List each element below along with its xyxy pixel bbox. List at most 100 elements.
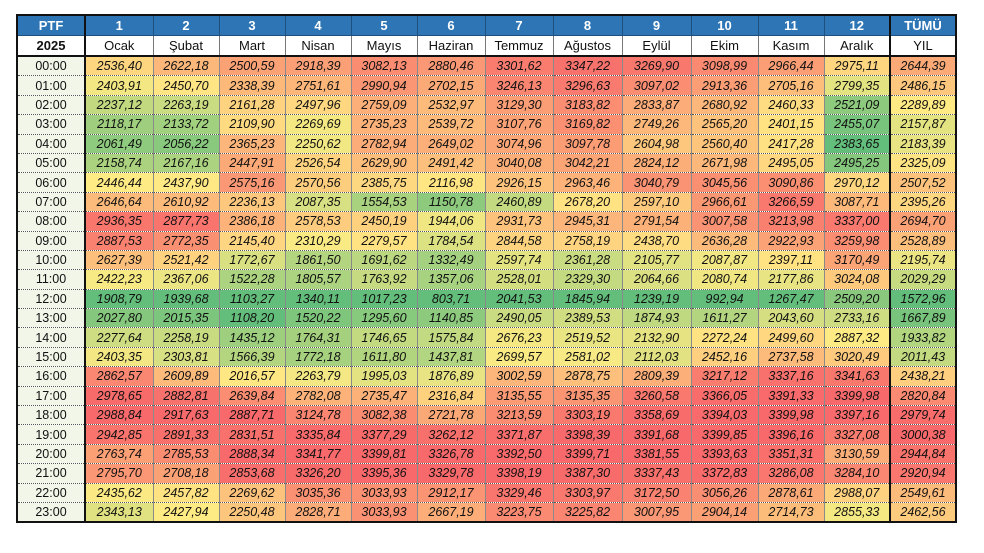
month-number-header: 7 bbox=[484, 14, 554, 36]
price-cell: 3396,16 bbox=[757, 424, 824, 445]
hour-label: 11:00 bbox=[16, 269, 86, 290]
price-cell: 2629,90 bbox=[350, 153, 417, 174]
price-cell: 2877,73 bbox=[152, 211, 219, 232]
price-cell: 2016,57 bbox=[218, 366, 285, 387]
month-name-header: Aralık bbox=[823, 35, 891, 57]
price-cell: 803,71 bbox=[416, 289, 485, 310]
table-row: 13:00 2027,80 2015,35 1108,20 1520,22 1295,60… bbox=[16, 308, 956, 329]
price-cell: 2990,94 bbox=[350, 75, 417, 96]
price-cell: 2735,47 bbox=[350, 386, 417, 407]
year-total-cell: 2920,94 bbox=[889, 463, 956, 484]
price-cell: 3337,16 bbox=[757, 366, 824, 387]
price-cell: 3347,22 bbox=[552, 56, 622, 77]
year-total-cell: 2979,74 bbox=[889, 405, 956, 426]
price-cell: 2403,91 bbox=[84, 75, 153, 96]
table-row: 14:00 2277,64 2258,19 1435,12 1764,31 1746,65… bbox=[16, 327, 956, 348]
price-cell: 2417,28 bbox=[757, 134, 824, 154]
price-cell: 2578,53 bbox=[284, 211, 351, 232]
price-cell: 3042,21 bbox=[552, 153, 622, 174]
price-cell: 2926,15 bbox=[484, 172, 553, 193]
month-number-header: 5 bbox=[350, 14, 418, 36]
price-cell: 2112,03 bbox=[621, 347, 691, 368]
price-cell: 2888,34 bbox=[218, 444, 285, 465]
year-total-cell: 2486,15 bbox=[889, 75, 956, 96]
table-row: 20:00 2763,74 2785,53 2888,34 3341,77 3399,81… bbox=[16, 444, 956, 465]
price-cell: 3090,86 bbox=[757, 172, 824, 193]
price-cell: 2497,96 bbox=[284, 95, 351, 116]
price-cell: 3040,79 bbox=[621, 172, 691, 193]
hour-label: 21:00 bbox=[16, 463, 86, 484]
hour-label: 14:00 bbox=[16, 327, 86, 348]
table-row: 09:00 2887,53 2772,35 2145,40 2310,29 2279,57… bbox=[16, 231, 956, 251]
price-cell: 2263,19 bbox=[152, 95, 219, 116]
table-row: 23:00 2343,13 2427,94 2250,48 2828,71 3033,93… bbox=[16, 502, 956, 523]
price-cell: 2056,22 bbox=[152, 134, 219, 154]
price-cell: 2966,44 bbox=[757, 56, 824, 77]
price-cell: 2782,94 bbox=[350, 134, 417, 154]
price-cell: 2912,17 bbox=[416, 483, 485, 503]
price-cell: 2460,33 bbox=[757, 95, 824, 116]
price-cell: 2622,18 bbox=[152, 56, 219, 77]
price-cell: 1874,93 bbox=[621, 308, 691, 329]
table-row: 00:00 2536,40 2622,18 2500,59 2918,39 3082,13… bbox=[16, 56, 956, 77]
price-cell: 3269,90 bbox=[621, 56, 691, 77]
price-cell: 1332,49 bbox=[416, 250, 485, 271]
price-cell: 3266,59 bbox=[757, 192, 824, 213]
price-cell: 2721,78 bbox=[416, 405, 485, 426]
price-cell: 3393,63 bbox=[690, 444, 758, 465]
price-cell: 3007,95 bbox=[621, 502, 691, 523]
table-row: 08:00 2936,35 2877,73 2386,18 2578,53 2450,19… bbox=[16, 211, 956, 232]
month-number-header: 3 bbox=[218, 14, 286, 36]
month-number-header: 6 bbox=[416, 14, 486, 36]
price-cell: 3217,12 bbox=[690, 366, 758, 387]
price-cell: 1357,06 bbox=[416, 269, 485, 290]
month-name-header: Haziran bbox=[416, 35, 485, 57]
table-row: 04:00 2061,49 2056,22 2365,23 2250,62 2782,94… bbox=[16, 134, 956, 154]
price-cell: 2887,53 bbox=[84, 231, 153, 251]
price-cell: 2649,02 bbox=[416, 134, 485, 154]
price-cell: 3391,33 bbox=[757, 386, 824, 407]
hour-label: 17:00 bbox=[16, 386, 86, 407]
price-cell: 3399,98 bbox=[757, 405, 824, 426]
hour-label: 01:00 bbox=[16, 75, 86, 96]
hour-label: 10:00 bbox=[16, 250, 86, 271]
price-cell: 3326,78 bbox=[416, 444, 485, 465]
price-cell: 1340,11 bbox=[284, 289, 351, 310]
price-cell: 2383,65 bbox=[823, 134, 891, 154]
price-cell: 3399,85 bbox=[690, 424, 758, 445]
price-cell: 1772,67 bbox=[218, 250, 285, 271]
price-cell: 3033,93 bbox=[350, 483, 417, 503]
price-cell: 2831,51 bbox=[218, 424, 285, 445]
price-cell: 2386,18 bbox=[218, 211, 285, 232]
month-number-header: 8 bbox=[552, 14, 623, 36]
price-cell: 2277,64 bbox=[84, 327, 153, 348]
price-cell: 1861,50 bbox=[284, 250, 351, 271]
price-cell: 2917,63 bbox=[152, 405, 219, 426]
price-cell: 2365,23 bbox=[218, 134, 285, 154]
price-cell: 3130,59 bbox=[823, 444, 891, 465]
year-total-cell: 2549,61 bbox=[889, 483, 956, 503]
total-header: TÜMÜ bbox=[889, 14, 957, 36]
price-cell: 2705,16 bbox=[757, 75, 824, 96]
price-cell: 2978,65 bbox=[84, 386, 153, 407]
price-cell: 2891,33 bbox=[152, 424, 219, 445]
price-cell: 1772,18 bbox=[284, 347, 351, 368]
price-cell: 2316,84 bbox=[416, 386, 485, 407]
year-total-cell: 1667,89 bbox=[889, 308, 956, 329]
price-cell: 1575,84 bbox=[416, 327, 485, 348]
price-cell: 1103,27 bbox=[218, 289, 285, 310]
price-cell: 2855,33 bbox=[823, 502, 891, 523]
table-row: 10:00 2627,39 2521,42 1772,67 1861,50 1691,62… bbox=[16, 250, 956, 271]
year-total-cell: 2507,52 bbox=[889, 172, 956, 193]
price-cell: 2708,18 bbox=[152, 463, 219, 484]
month-number-header-row: PTF 1 2 3 4 5 6 7 8 9 10 11 12 TÜMÜ bbox=[16, 14, 957, 36]
price-cell: 2258,19 bbox=[152, 327, 219, 348]
price-cell: 2338,39 bbox=[218, 75, 285, 96]
price-cell: 2945,31 bbox=[552, 211, 622, 232]
price-cell: 2236,13 bbox=[218, 192, 285, 213]
price-cell: 1437,81 bbox=[416, 347, 485, 368]
price-cell: 2521,09 bbox=[823, 95, 891, 116]
price-cell: 3335,84 bbox=[284, 424, 351, 445]
price-cell: 2676,23 bbox=[484, 327, 553, 348]
price-cell: 2450,19 bbox=[350, 211, 417, 232]
